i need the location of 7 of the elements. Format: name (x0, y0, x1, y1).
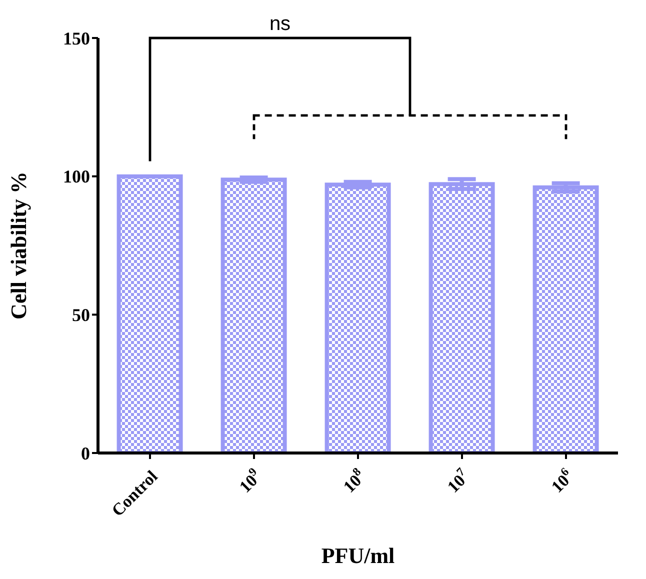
x-axis-title: PFU/ml (321, 543, 395, 568)
y-tick-label: 150 (63, 28, 90, 48)
text: ns (269, 13, 291, 35)
y-tick-label: 100 (63, 166, 90, 187)
y-tick-label: 50 (72, 305, 90, 326)
y-axis-title: Cell viability % (6, 172, 31, 320)
y-tick-label: 0 (81, 443, 90, 464)
